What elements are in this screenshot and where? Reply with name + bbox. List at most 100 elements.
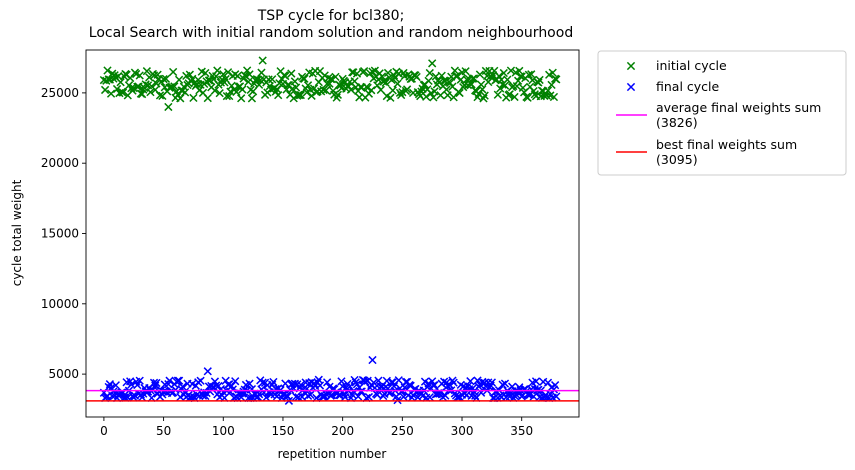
initial-cycle-point: [376, 85, 385, 95]
initial-cycle-point: [319, 85, 328, 95]
initial-cycle-point: [290, 77, 300, 86]
final-cycle-point: [165, 376, 174, 385]
initial-cycle-point: [127, 84, 136, 93]
final-cycle-point: [265, 388, 274, 397]
initial-cycle-point: [451, 71, 461, 81]
initial-cycle-point: [493, 90, 502, 99]
final-cycle-point: [269, 377, 278, 387]
final-cycle-point: [135, 376, 144, 385]
initial-cycle-point: [268, 75, 277, 84]
final-cycle-point: [473, 376, 482, 385]
final-cycle-point: [296, 380, 305, 390]
initial-cycle-point: [461, 67, 470, 76]
final-cycle-point: [361, 377, 370, 386]
initial-cycle-point: [386, 93, 395, 102]
initial-cycle-point: [443, 91, 452, 100]
initial-cycle-point: [161, 74, 171, 83]
final-cycle-point: [354, 392, 363, 401]
final-cycle-point: [394, 376, 403, 385]
final-cycle-point: [133, 380, 142, 390]
initial-cycle-point: [445, 78, 455, 88]
final-cycle-point: [531, 377, 541, 386]
initial-cycle-point: [428, 59, 437, 68]
initial-cycle-point: [425, 68, 434, 78]
initial-cycle-point: [524, 70, 533, 79]
final-cycle-point: [203, 367, 212, 376]
initial-cycle-point: [227, 81, 236, 90]
final-cycle-point: [306, 390, 315, 400]
x-tick-label: 0: [100, 424, 108, 438]
x-tick-label: 300: [451, 424, 474, 438]
x-tick-label: 50: [156, 424, 171, 438]
final-cycle-series: [99, 355, 561, 405]
initial-cycle-point: [203, 93, 212, 103]
chart-title-line-1: TSP cycle for bcl380;: [257, 8, 405, 24]
final-cycle-point: [466, 377, 475, 386]
legend-label: average final weights sum: [656, 100, 821, 115]
initial-cycle-point: [221, 74, 230, 84]
initial-cycle-point: [424, 76, 433, 86]
initial-cycle-point: [388, 86, 397, 95]
initial-cycle-point: [287, 69, 296, 78]
initial-cycle-point: [210, 86, 220, 95]
final-cycle-point: [430, 380, 439, 390]
final-cycle-point: [449, 378, 458, 387]
initial-cycle-point: [503, 75, 512, 84]
initial-cycle-point: [223, 68, 233, 77]
initial-cycle-point: [238, 85, 247, 94]
initial-cycle-point: [103, 66, 112, 75]
final-cycle-point: [228, 385, 237, 394]
initial-cycle-point: [552, 75, 561, 84]
x-axis-ticks: 0 50 100 150 200 250 300 350: [100, 417, 533, 438]
initial-cycle-point: [412, 72, 421, 82]
initial-cycle-point: [352, 69, 362, 78]
initial-cycle-point: [505, 90, 514, 99]
initial-cycle-point: [274, 91, 283, 100]
initial-cycle-point: [480, 91, 489, 100]
y-tick-label: 20000: [41, 156, 79, 170]
initial-cycle-point: [152, 79, 161, 88]
initial-cycle-point: [494, 72, 504, 81]
initial-cycle-point: [291, 83, 301, 92]
initial-cycle-point: [215, 89, 224, 98]
initial-cycle-point: [455, 88, 464, 98]
legend-average: average final weights sum(3826): [616, 100, 821, 130]
final-cycle-point: [272, 392, 282, 401]
initial-cycle-point: [169, 67, 178, 77]
initial-cycle-point: [327, 75, 337, 84]
initial-cycle-point: [500, 81, 510, 90]
final-cycle-point: [500, 379, 510, 388]
final-cycle-point: [152, 378, 161, 388]
legend-final-cycle: final cycle: [626, 79, 720, 94]
plot-frame: [85, 49, 580, 418]
initial-cycle-point: [296, 90, 305, 100]
y-tick-label: 15000: [41, 227, 79, 241]
y-tick-label: 10000: [41, 297, 79, 311]
final-cycle-point: [393, 395, 402, 405]
initial-cycle-point: [159, 74, 168, 84]
initial-cycle-point: [134, 82, 143, 91]
final-cycle-point: [552, 392, 561, 401]
final-cycle-point: [303, 391, 313, 400]
legend: initial cycle final cycle average final we…: [597, 50, 847, 176]
initial-cycle-point: [142, 67, 152, 76]
initial-cycle-point: [233, 71, 242, 81]
initial-cycle-point: [307, 91, 316, 100]
y-tick-label: 25000: [41, 86, 79, 100]
final-cycle-point: [487, 378, 496, 387]
initial-cycle-point: [437, 71, 446, 80]
initial-cycle-point: [499, 68, 508, 78]
initial-cycle-point: [535, 75, 544, 85]
initial-cycle-point: [219, 70, 228, 79]
final-cycle-point: [258, 378, 267, 387]
initial-cycle-point: [510, 92, 519, 102]
initial-cycle-point: [475, 70, 485, 79]
initial-cycle-point: [367, 86, 376, 95]
initial-cycle-point: [321, 86, 331, 95]
final-cycle-point: [111, 381, 120, 390]
final-cycle-point: [245, 379, 254, 388]
initial-cycle-point: [496, 84, 505, 93]
initial-cycle-point: [313, 87, 322, 96]
initial-cycle-point: [331, 72, 340, 82]
